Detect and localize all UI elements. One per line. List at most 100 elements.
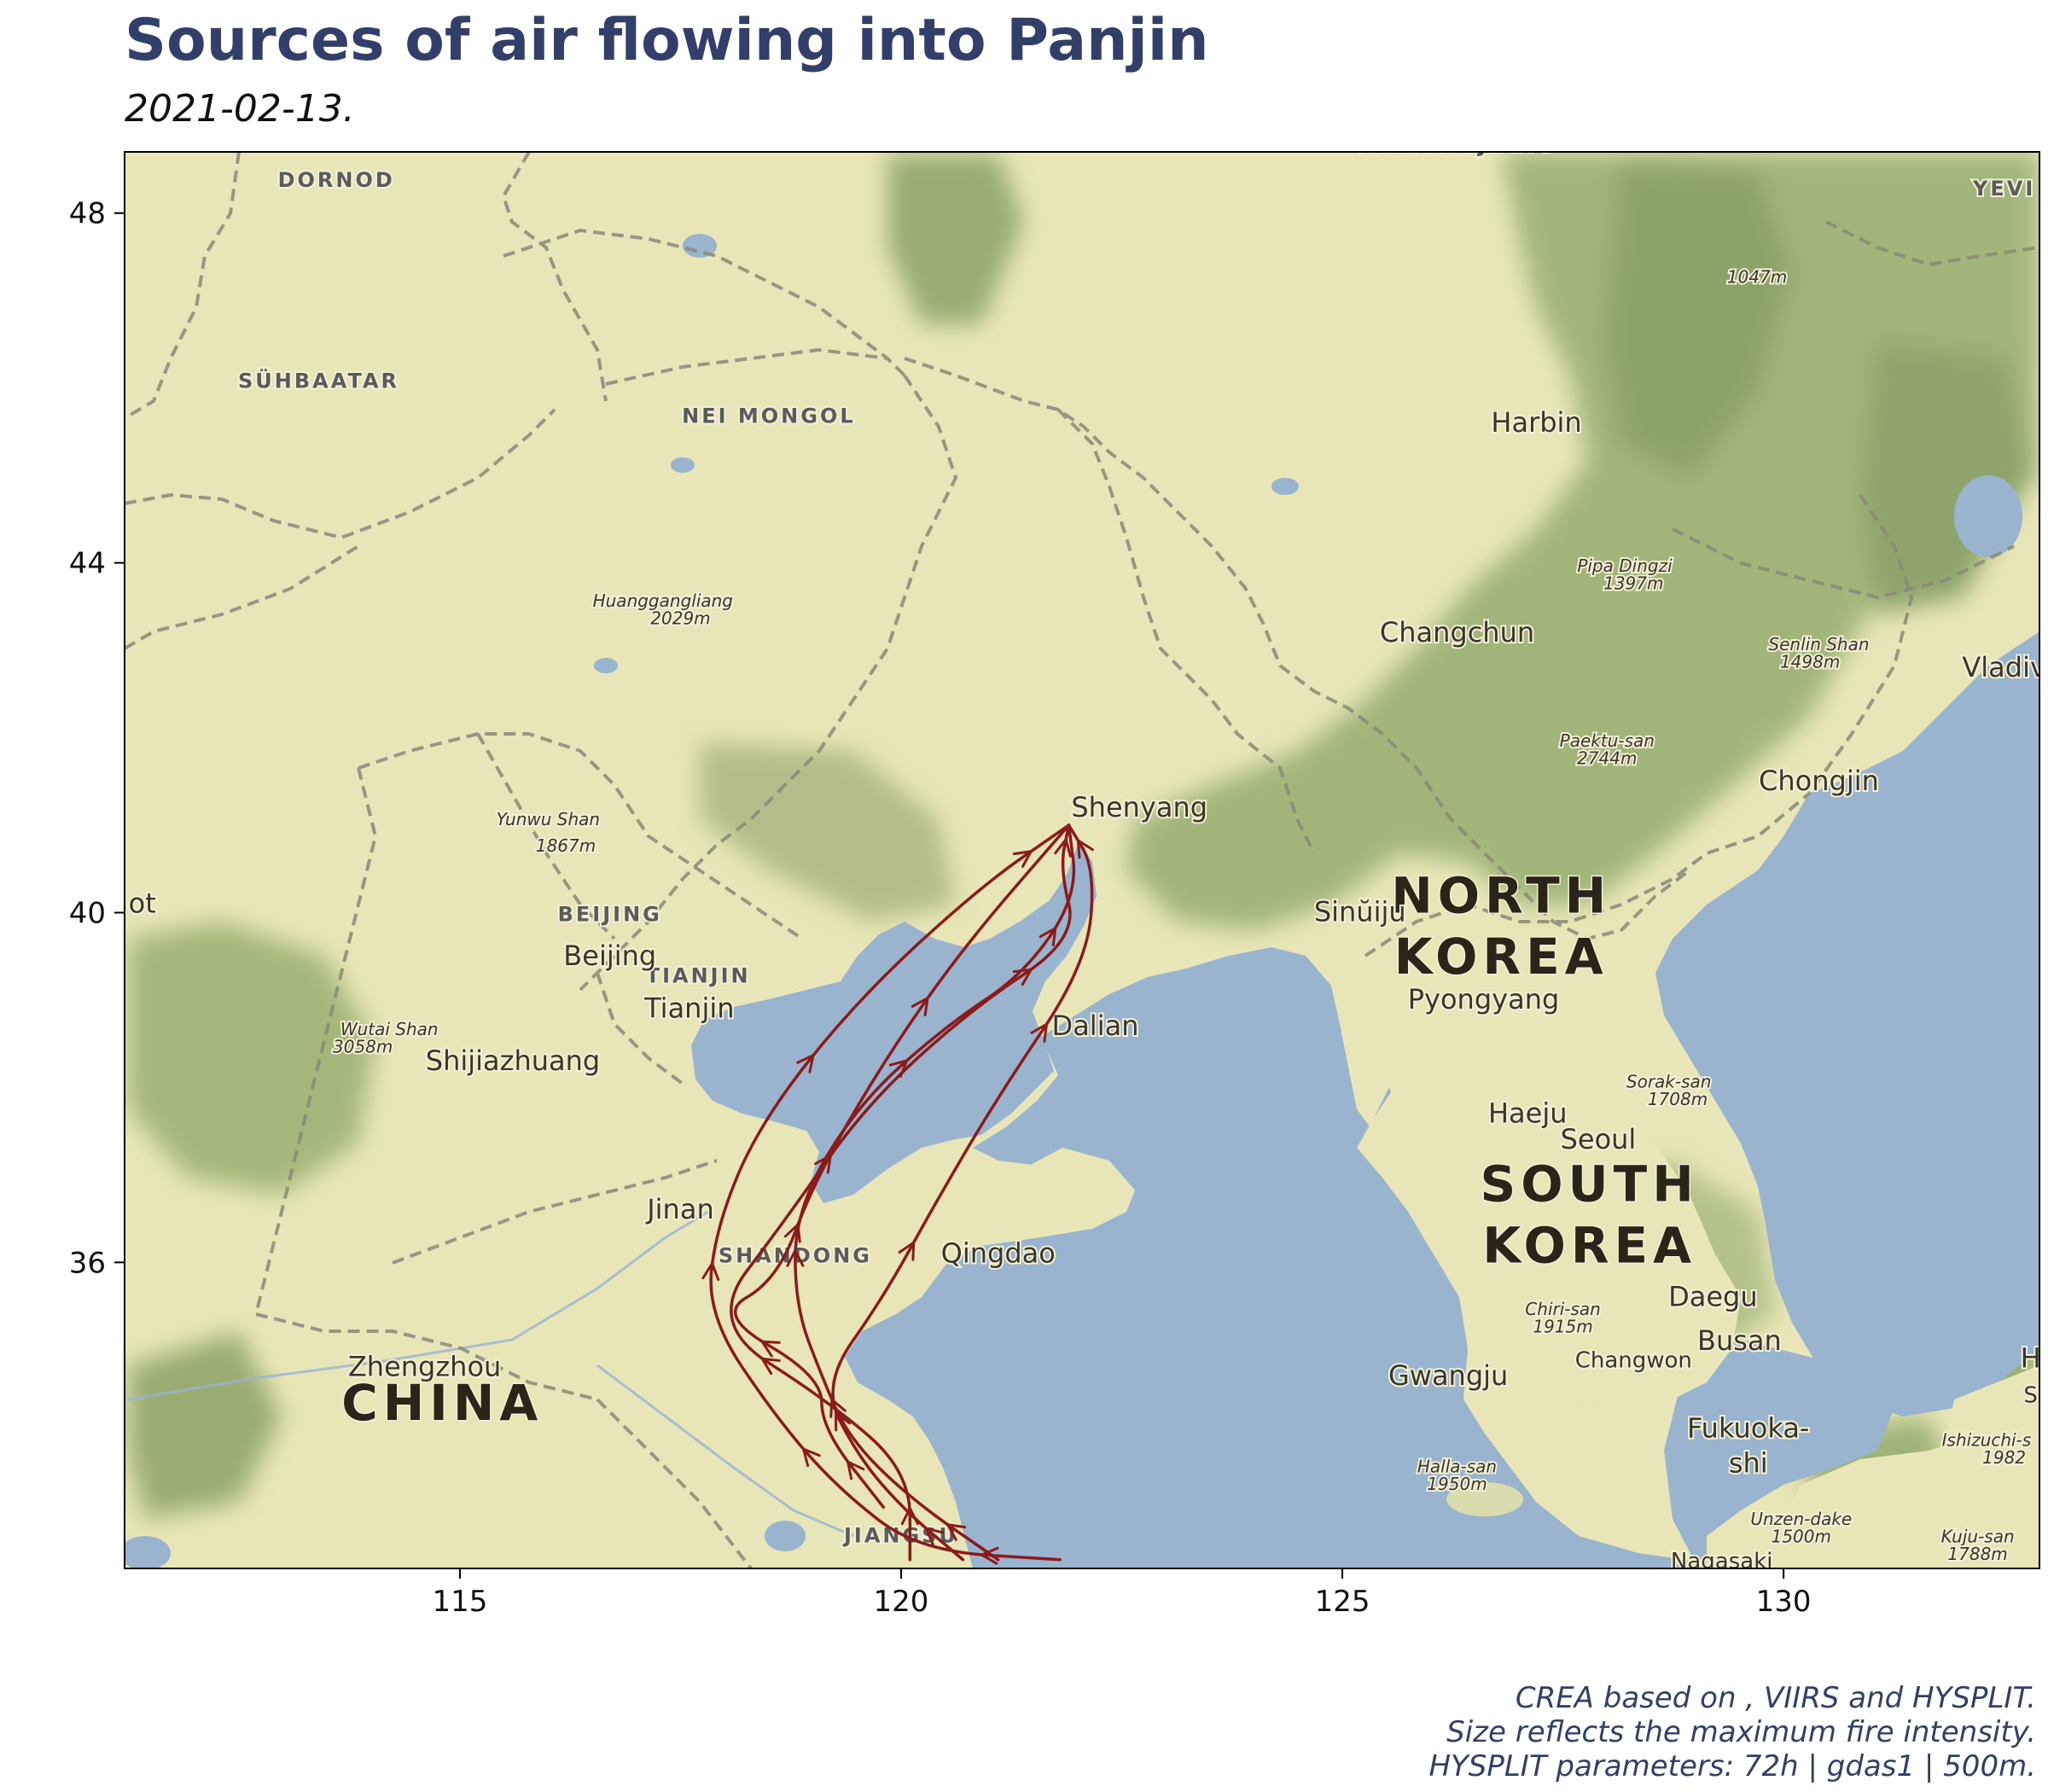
place-label-peak: 1397m [1603, 573, 1663, 593]
place-label-city: Fukuoka- [1687, 1411, 1809, 1444]
place-label-city: Daegu [1668, 1281, 1758, 1313]
place-label-city: Vladiv [1962, 651, 2046, 684]
place-label-peak: 2744m [1577, 748, 1637, 768]
place-label-peak: Ishizuchi-s [1942, 1430, 2032, 1451]
trajectory-line [734, 823, 1071, 1510]
place-label-peak: Wutai Shan [340, 1019, 439, 1039]
caption-line-3: HYSPLIT parameters: 72h | gdas1 | 500m. [1428, 1749, 2036, 1783]
place-label-city: Jinan [645, 1193, 714, 1225]
place-labels: DORNOD SÜHBAATAR NEI MONGOL HEILONGJIANG YEV… [127, 133, 2046, 1574]
yellow-sea [845, 947, 1707, 1568]
place-label-city: Tianjin [643, 992, 734, 1024]
place-label-peak: Yunwu Shan [497, 809, 600, 829]
place-label-peak: 1867m [536, 835, 596, 856]
x-tick-label: 120 [874, 1585, 929, 1619]
place-label-peak: 1500m [1772, 1526, 1831, 1546]
place-label-peak: 1708m [1648, 1089, 1708, 1109]
rivers [127, 1210, 854, 1538]
place-label-peak: 1950m [1427, 1474, 1487, 1494]
trajectory-arrow [760, 1357, 781, 1376]
trajectory-arrow [701, 1262, 720, 1281]
trajectory-arrow [786, 1248, 805, 1267]
trajectory-arrow [1012, 850, 1033, 868]
sea-of-japan [1655, 631, 2039, 1417]
place-label-city: Harbin [1491, 406, 1581, 439]
place-label-city: Shijiazhuang [426, 1044, 600, 1077]
place-label-city: Shenyang [1071, 791, 1207, 823]
chart-title: Sources of air flowing into Panjin [125, 7, 1209, 74]
place-label-region: YEVI [1972, 177, 2035, 201]
place-label-country: NORTH [1391, 866, 1611, 924]
place-label-city: Beijing [563, 940, 656, 972]
place-label-city: Dalian [1052, 1009, 1139, 1042]
place-label-peak: 3058m [333, 1036, 393, 1056]
x-tick-label: 125 [1315, 1585, 1370, 1619]
trajectory-arrow [847, 1460, 865, 1481]
axes: 115 120 125 130 48 44 40 36 [69, 197, 1812, 1619]
trajectory-arrow [911, 997, 929, 1017]
place-label-city: Sinŭiju [1314, 896, 1406, 928]
place-label-country: SOUTH [1480, 1155, 1698, 1213]
place-label-city: Chongjin [1759, 765, 1879, 797]
caption-line-2: Size reflects the maximum fire intensity… [1446, 1715, 2036, 1749]
trajectory-arrow [801, 1447, 821, 1467]
place-label-city: ot [129, 887, 156, 919]
place-label-peak: 1915m [1533, 1316, 1592, 1336]
place-label-city-small: S [2023, 1382, 2038, 1408]
place-label-city: Busan [1697, 1324, 1782, 1357]
place-label-peak: Senlin Shan [1768, 634, 1869, 655]
place-label-peak: Pipa Dingzi [1577, 556, 1673, 576]
trajectory-arrow [900, 1507, 919, 1526]
place-label-peak: Kuju-san [1941, 1526, 2015, 1546]
y-tick-label: 36 [69, 1246, 106, 1280]
water-bodies [125, 234, 2039, 1568]
place-label-region: DORNOD [278, 168, 395, 192]
place-label-peak: 1788m [1947, 1544, 2007, 1564]
place-label-city: Gwangju [1388, 1359, 1508, 1392]
trajectory-arrow [760, 1340, 781, 1358]
place-label-region: TIANJIN [646, 963, 751, 987]
place-label-city-small: Nagasaki [1671, 1549, 1773, 1574]
trajectory-arrow [946, 1523, 967, 1541]
place-label-region: HEILONGJIANG [1358, 133, 1556, 157]
place-label-peak: 1047m [1727, 267, 1787, 288]
caption-line-1: CREA based on , VIIRS and HYSPLIT. [1515, 1681, 2036, 1715]
place-label-city: H [2021, 1341, 2041, 1374]
trajectory-arrow [1076, 839, 1094, 859]
trajectory-arrow [783, 1223, 801, 1243]
place-label-peak: Unzen-dake [1750, 1509, 1852, 1529]
place-label-city: Zhengzhou [348, 1351, 501, 1383]
place-label-city: Seoul [1561, 1123, 1637, 1155]
admin-borders [125, 152, 2039, 1568]
place-label-country: KOREA [1482, 1216, 1696, 1274]
korea-strait [1664, 1331, 1894, 1568]
place-label-city: Haeju [1488, 1097, 1568, 1129]
place-label-peak: 2029m [650, 608, 710, 628]
trajectory-arrow [980, 1546, 999, 1565]
place-label-country: KOREA [1394, 928, 1609, 986]
trajectory-arrow [1039, 927, 1057, 947]
trajectory-arrow [1012, 968, 1033, 986]
place-label-region: NEI MONGOL [682, 404, 856, 428]
place-label-region: SÜHBAATAR [238, 368, 399, 393]
map-frame [124, 151, 2040, 1569]
place-label-peak: 1982 [1982, 1447, 2026, 1468]
trajectories [701, 823, 1094, 1565]
place-label-peak: Sorak-san [1626, 1071, 1712, 1091]
y-tick-label: 40 [69, 896, 106, 930]
basemap: DORNOD SÜHBAATAR NEI MONGOL HEILONGJIANG YEV… [125, 133, 2046, 1574]
place-label-city-small: Changwon [1575, 1347, 1692, 1373]
x-tick-label: 115 [433, 1585, 488, 1619]
place-label-peak: 1498m [1780, 652, 1840, 672]
trajectory-arrow [835, 1411, 852, 1432]
place-label-peak: Halla-san [1417, 1456, 1497, 1476]
place-label-city: Pyongyang [1408, 983, 1560, 1015]
place-label-region: JIANGSU [842, 1523, 958, 1547]
place-label-peak: Chiri-san [1525, 1299, 1601, 1319]
x-tick-label: 130 [1756, 1585, 1812, 1619]
place-label-region: BEIJING [558, 903, 662, 927]
trajectory-arrow [1030, 1022, 1048, 1043]
place-label-country: CHINA [341, 1374, 543, 1432]
place-label-city: shi [1729, 1446, 1768, 1479]
